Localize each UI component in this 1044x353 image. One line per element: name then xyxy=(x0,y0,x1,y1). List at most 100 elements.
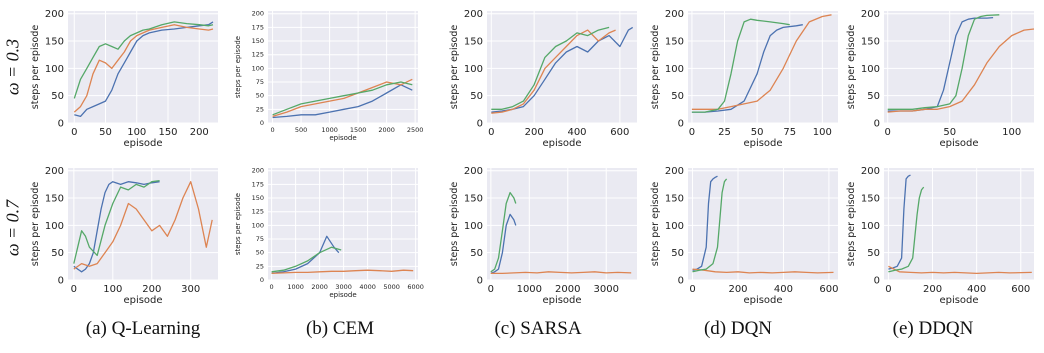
series-line-orange xyxy=(491,29,616,114)
y-tick-label: 100 xyxy=(252,221,264,229)
y-tick-label: 0 xyxy=(260,276,264,284)
series-line-orange xyxy=(692,268,834,274)
x-tick-label: 3000 xyxy=(335,283,352,291)
y-axis-label: steps per episode xyxy=(846,182,857,267)
y-tick-label: 100 xyxy=(665,64,684,75)
x-tick-label: 200 xyxy=(728,284,747,295)
x-axis-label: episode xyxy=(743,295,782,306)
x-tick-label: 600 xyxy=(819,284,838,295)
y-tick-label: 100 xyxy=(252,64,264,72)
y-tick-label: 175 xyxy=(252,23,264,31)
series-line-green xyxy=(271,246,342,273)
x-tick-label: 200 xyxy=(525,127,544,138)
y-axis-label: steps per episode xyxy=(449,182,460,267)
x-tick-label: 50 xyxy=(99,127,112,138)
y-axis-label: steps per episode xyxy=(650,25,661,110)
series-line-green xyxy=(691,18,790,113)
y-tick-label: 100 xyxy=(861,221,880,232)
y-tick-label: 50 xyxy=(867,248,880,259)
y-tick-label: 150 xyxy=(252,37,264,45)
y-tick-label: 100 xyxy=(861,64,880,75)
y-tick-label: 0 xyxy=(58,119,64,130)
x-tick-label: 0 xyxy=(689,127,695,138)
y-axis-label: steps per episode xyxy=(30,182,41,267)
x-tick-label: 200 xyxy=(142,284,161,295)
series-line-orange xyxy=(271,269,414,275)
series-line-blue xyxy=(888,174,911,270)
series-line-green xyxy=(272,81,413,116)
x-tick-label: 2000 xyxy=(311,283,328,291)
plot-area xyxy=(268,168,418,280)
caption-ddqn: (e) DDQN xyxy=(892,318,974,339)
y-tick-label: 100 xyxy=(45,64,64,75)
x-tick-label: 0 xyxy=(885,127,891,138)
x-tick-label: 400 xyxy=(567,127,586,138)
caption-q-learning: (a) Q-Learning xyxy=(85,318,201,339)
x-tick-label: 50 xyxy=(751,127,764,138)
y-tick-label: 0 xyxy=(477,276,483,287)
x-tick-label: 0 xyxy=(488,284,494,295)
y-tick-label: 200 xyxy=(861,166,880,177)
x-axis-label: episode xyxy=(329,134,356,142)
plot-area xyxy=(688,11,838,123)
y-tick-label: 100 xyxy=(665,221,684,232)
x-tick-label: 100 xyxy=(127,127,146,138)
y-axis-label: steps per episode xyxy=(30,25,41,110)
series-line-orange xyxy=(73,24,214,113)
y-axis-label: steps per episode xyxy=(846,25,857,110)
y-tick-label: 100 xyxy=(464,64,483,75)
series-line-green xyxy=(73,179,160,264)
series-line-green xyxy=(490,191,517,273)
y-tick-label: 0 xyxy=(678,276,684,287)
x-tick-label: 3000 xyxy=(594,284,619,295)
row-label-top: ω = 0.3 xyxy=(2,38,23,96)
series-line-green xyxy=(888,186,925,273)
series-line-orange xyxy=(272,78,413,118)
caption-sarsa: (c) SARSA xyxy=(494,318,582,339)
series-line-green xyxy=(887,14,1000,110)
x-axis-label: episode xyxy=(939,295,978,306)
x-tick-label: 100 xyxy=(813,127,832,138)
x-axis-label: episode xyxy=(123,138,162,149)
y-tick-label: 200 xyxy=(464,166,483,177)
y-tick-label: 200 xyxy=(252,167,264,175)
series-line-green xyxy=(73,21,214,99)
x-tick-label: 75 xyxy=(783,127,796,138)
y-tick-label: 175 xyxy=(252,180,264,188)
x-axis-label: episode xyxy=(542,295,581,306)
y-tick-label: 50 xyxy=(470,248,483,259)
x-tick-label: 1500 xyxy=(350,126,367,134)
y-tick-label: 50 xyxy=(470,91,483,102)
y-tick-label: 150 xyxy=(464,37,483,48)
y-tick-label: 0 xyxy=(874,276,880,287)
x-tick-label: 400 xyxy=(774,284,793,295)
x-tick-label: 0 xyxy=(488,127,494,138)
x-tick-label: 200 xyxy=(190,127,209,138)
x-tick-label: 100 xyxy=(103,284,122,295)
y-tick-label: 50 xyxy=(671,91,684,102)
row-label-bottom: ω = 0.7 xyxy=(2,199,23,257)
y-tick-label: 150 xyxy=(665,194,684,205)
y-tick-label: 150 xyxy=(45,194,64,205)
y-tick-label: 200 xyxy=(665,166,684,177)
y-tick-label: 50 xyxy=(51,91,64,102)
x-tick-label: 0 xyxy=(71,127,77,138)
x-tick-label: 2000 xyxy=(378,126,395,134)
x-tick-label: 0 xyxy=(71,284,77,295)
y-tick-label: 25 xyxy=(256,105,264,113)
chart-panel-3: 0 25 50 75 100 0 50 100 150 200 episode steps per e… xyxy=(650,9,838,149)
y-tick-label: 125 xyxy=(252,51,264,59)
series-line-blue xyxy=(73,181,160,273)
y-tick-label: 200 xyxy=(861,9,880,20)
series-line-orange xyxy=(888,265,1032,275)
x-tick-label: 4000 xyxy=(359,283,376,291)
x-tick-label: 150 xyxy=(158,127,177,138)
x-tick-label: 1000 xyxy=(321,126,338,134)
chart-panel-7: 0 1000 2000 3000 0 50 100 150 200 episode steps pe… xyxy=(449,166,637,306)
x-tick-label: 0 xyxy=(270,126,274,134)
series-line-blue xyxy=(272,84,413,119)
